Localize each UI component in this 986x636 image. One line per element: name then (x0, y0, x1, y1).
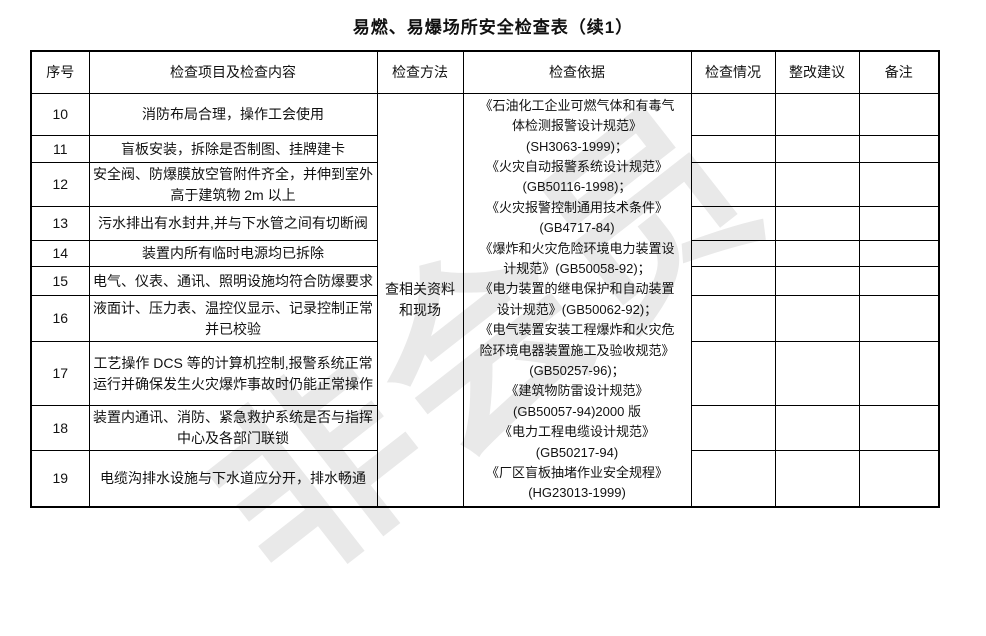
basis-line: 《石油化工企业可燃气体和有毒气 (479, 97, 675, 113)
table-row: 16 液面计、压力表、温控仪显示、记录控制正常并已校验 (30, 295, 940, 342)
method-cell: 查相关资料和现场 (376, 93, 464, 507)
table-row: 11 盲板安装，拆除是否制图、挂牌建卡 (30, 135, 940, 163)
basis-line: 险环境电器装置施工及验收规范》 (479, 342, 675, 358)
column-header-suggestion: 整改建议 (774, 50, 860, 94)
content-cell: 安全阀、防爆膜放空管附件齐全，并伸到室外高于建筑物 2m 以上 (88, 162, 378, 207)
status-cell (690, 295, 776, 342)
basis-line: (SH3063-1999)； (526, 138, 628, 154)
remark-cell (858, 135, 940, 163)
status-cell (690, 450, 776, 507)
table-row: 19 电缆沟排水设施与下水道应分开，排水畅通 (30, 450, 940, 507)
content-cell: 液面计、压力表、温控仪显示、记录控制正常并已校验 (88, 295, 378, 342)
column-header-serial: 序号 (30, 50, 90, 94)
serial-cell: 12 (30, 162, 90, 207)
basis-line: (HG23013-1999) (528, 485, 626, 501)
serial-cell: 14 (30, 240, 90, 267)
content-cell: 装置内通讯、消防、紧急救护系统是否与指挥中心及各部门联锁 (88, 405, 378, 451)
remark-cell (858, 266, 940, 296)
status-cell (690, 266, 776, 296)
remark-cell (858, 341, 940, 406)
content-cell: 污水排出有水封井,并与下水管之间有切断阀 (88, 206, 378, 241)
status-cell (690, 135, 776, 163)
status-cell (690, 93, 776, 136)
serial-cell: 17 (30, 341, 90, 406)
basis-line: 设计规范》(GB50062-92)； (496, 301, 658, 317)
suggestion-cell (774, 405, 860, 451)
basis-line: (GB50257-96)； (529, 362, 625, 378)
basis-line: 《电气装置安装工程爆炸和火灾危 (479, 322, 675, 338)
basis-line: 《火灾报警控制通用技术条件》 (485, 199, 668, 215)
page: { "title": "易燃、易爆场所安全检查表（续1）", "watermar… (30, 18, 940, 625)
remark-cell (858, 295, 940, 342)
status-cell (690, 206, 776, 241)
table-row: 12 安全阀、防爆膜放空管附件齐全，并伸到室外高于建筑物 2m 以上 (30, 162, 940, 207)
status-cell (690, 240, 776, 267)
basis-line: 计规范》(GB50058-92)； (503, 260, 651, 276)
serial-cell: 11 (30, 135, 90, 163)
table-row: 13 污水排出有水封井,并与下水管之间有切断阀 (30, 206, 940, 241)
content-cell: 电缆沟排水设施与下水道应分开，排水畅通 (88, 450, 378, 507)
serial-cell: 15 (30, 266, 90, 296)
column-header-method: 检查方法 (376, 50, 464, 94)
content-cell: 盲板安装，拆除是否制图、挂牌建卡 (88, 135, 378, 163)
column-header-basis: 检查依据 (462, 50, 692, 94)
basis-line: (GB50217-94) (535, 444, 619, 460)
suggestion-cell (774, 162, 860, 207)
suggestion-cell (774, 240, 860, 267)
suggestion-cell (774, 450, 860, 507)
content-cell: 电气、仪表、通讯、照明设施均符合防爆要求 (88, 266, 378, 296)
status-cell (690, 405, 776, 451)
table-row: 18 装置内通讯、消防、紧急救护系统是否与指挥中心及各部门联锁 (30, 405, 940, 451)
column-header-remark: 备注 (858, 50, 940, 94)
basis-line: 《火灾自动报警系统设计规范》 (485, 158, 668, 174)
basis-line: 《建筑物防雷设计规范》 (505, 383, 649, 399)
inspection-table: 序号 检查项目及检查内容 检查方法 检查依据 检查情况 整改建议 备注 10 消防布局合理，操… (30, 50, 940, 508)
basis-line: (GB50116-1998)； (522, 179, 632, 195)
remark-cell (858, 93, 940, 136)
basis-line: 《爆炸和火灾危险环境电力装置设 (479, 240, 675, 256)
suggestion-cell (774, 206, 860, 241)
basis-cell: 《石油化工企业可燃气体和有毒气 体检测报警设计规范》 (SH3063-1999)； 《… (462, 93, 692, 507)
status-cell (690, 162, 776, 207)
suggestion-cell (774, 266, 860, 296)
table-row: 10 消防布局合理，操作工会使用 查相关资料和现场 《石油化工企业可燃气体和有毒气 体检… (30, 93, 940, 507)
column-header-item: 检查项目及检查内容 (88, 50, 378, 94)
page-title: 易燃、易爆场所安全检查表（续1） (352, 18, 634, 37)
content-cell: 装置内所有临时电源均已拆除 (88, 240, 378, 267)
serial-cell: 16 (30, 295, 90, 342)
suggestion-cell (774, 93, 860, 136)
content-cell: 消防布局合理，操作工会使用 (88, 93, 378, 136)
serial-cell: 13 (30, 206, 90, 241)
header-row: 序号 检查项目及检查内容 检查方法 检查依据 检查情况 整改建议 备注 (30, 50, 940, 94)
suggestion-cell (774, 341, 860, 406)
remark-cell (858, 162, 940, 207)
remark-cell (858, 450, 940, 507)
status-cell (690, 341, 776, 406)
remark-cell (858, 206, 940, 241)
serial-cell: 10 (30, 93, 90, 136)
remark-cell (858, 405, 940, 451)
basis-line: (GB50057-94)2000 版 (513, 403, 641, 419)
basis-line: (GB4717-84) (539, 220, 615, 236)
remark-cell (858, 240, 940, 267)
basis-line: 《电力工程电缆设计规范》 (498, 424, 655, 440)
content-cell: 工艺操作 DCS 等的计算机控制,报警系统正常运行并确保发生火灾爆炸事故时仍能正… (88, 341, 378, 406)
basis-line: 《厂区盲板抽堵作业安全规程》 (485, 465, 668, 480)
basis-line: 体检测报警设计规范》 (511, 118, 642, 134)
suggestion-cell (774, 135, 860, 163)
suggestion-cell (774, 295, 860, 342)
serial-cell: 18 (30, 405, 90, 451)
table-row: 17 工艺操作 DCS 等的计算机控制,报警系统正常运行并确保发生火灾爆炸事故时仍… (30, 341, 940, 406)
basis-line: 《电力装置的继电保护和自动装置 (479, 281, 675, 297)
serial-cell: 19 (30, 450, 90, 507)
column-header-status: 检查情况 (690, 50, 776, 94)
